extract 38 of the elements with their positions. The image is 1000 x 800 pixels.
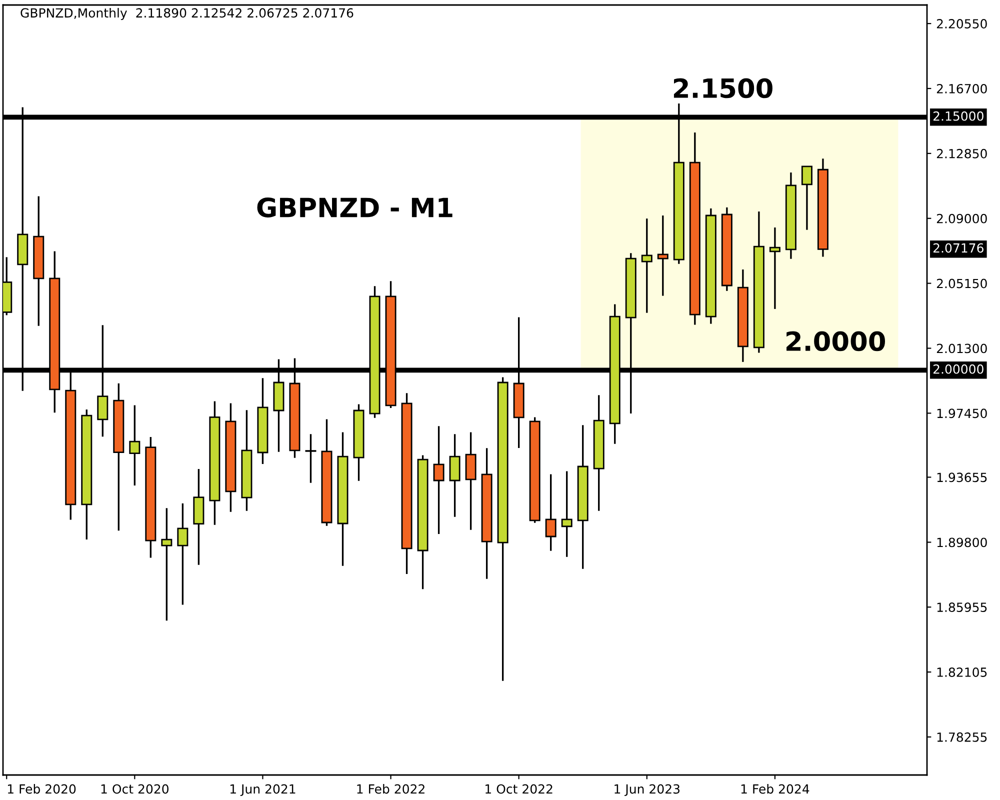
candlestick	[129, 404, 140, 486]
text: 2.07176	[933, 243, 984, 253]
y-tick-label: 1.93655	[937, 472, 987, 482]
y-tick-label: 1.78255	[937, 732, 987, 742]
x-tick-label: 1 Feb 2020	[8, 784, 76, 794]
ref-line-label: 2.15000	[933, 111, 984, 121]
y-tick-label: 2.20550	[936, 19, 987, 28]
candlestick	[769, 226, 780, 310]
chart-title: GBPNZD,Monthly 2.11890 2.12542 2.06725 2.07176	[20, 8, 354, 20]
annotation: 2.1500	[674, 78, 772, 98]
candlestick	[545, 473, 556, 552]
x-tick-label: 1 Jun 2021	[230, 784, 296, 796]
candlestick	[657, 214, 668, 297]
candlestick	[561, 470, 572, 558]
ref-line-label: 2.00000	[933, 364, 984, 374]
y-tick-label: 1.85955	[937, 602, 987, 612]
y-tick-label: 2.12850	[936, 148, 987, 158]
y-tick-label: 2.16700	[936, 84, 987, 94]
x-tick-label: 1 Oct 2020	[101, 784, 168, 794]
candlestick	[801, 166, 812, 231]
x-tick-label: 1 Feb 2022	[357, 784, 424, 794]
y-tick-label: 2.05150	[936, 278, 987, 288]
candlestick	[641, 218, 652, 314]
y-tick-label: 2.01300	[936, 344, 987, 354]
y-tick-label: 1.89800	[937, 538, 987, 548]
candlestick	[433, 425, 444, 535]
x-tick-label: 1 Jun 2023	[614, 784, 680, 796]
candlestick	[177, 502, 188, 606]
candlestick	[305, 433, 316, 484]
candlestick	[161, 507, 172, 622]
y-tick-label: 2.09000	[936, 214, 987, 224]
x-tick-label: 1 Feb 2024	[741, 784, 810, 794]
y-tick-label: 1.82105	[937, 667, 987, 677]
y-tick-label: 1.97450	[937, 408, 987, 418]
annotation: GBPNZD - M1	[257, 198, 452, 218]
annotation: 2.0000	[786, 331, 886, 352]
x-tick-label: 1 Oct 2022	[486, 784, 552, 794]
candlestick	[449, 433, 460, 518]
